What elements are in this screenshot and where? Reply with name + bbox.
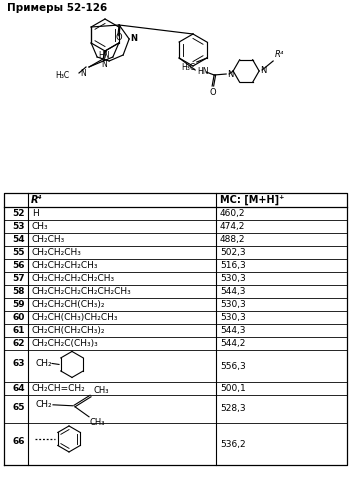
Text: HN: HN — [197, 66, 208, 75]
Text: CH₂CH₂CH₂CH₂CH₂CH₃: CH₂CH₂CH₂CH₂CH₂CH₃ — [32, 287, 132, 296]
Text: 530,3: 530,3 — [220, 313, 246, 322]
Text: H₃C: H₃C — [182, 63, 196, 72]
Text: 516,3: 516,3 — [220, 261, 246, 270]
Text: N: N — [227, 69, 233, 78]
Text: 528,3: 528,3 — [220, 405, 246, 414]
Text: 64: 64 — [12, 384, 25, 393]
Text: 460,2: 460,2 — [220, 209, 245, 218]
Text: MC: [M+H]⁺: MC: [M+H]⁺ — [220, 195, 284, 205]
Text: CH₂CH₂CH₃: CH₂CH₂CH₃ — [32, 248, 82, 257]
Text: HN: HN — [98, 50, 110, 59]
Text: O: O — [115, 33, 122, 42]
Text: 556,3: 556,3 — [220, 361, 246, 370]
Text: 55: 55 — [13, 248, 25, 257]
Text: CH₂CH=CH₂: CH₂CH=CH₂ — [32, 384, 86, 393]
Text: CH₂: CH₂ — [35, 359, 52, 368]
Text: 530,3: 530,3 — [220, 274, 246, 283]
Text: CH₂CH₂CH₂CH₂CH₃: CH₂CH₂CH₂CH₂CH₃ — [32, 274, 115, 283]
Text: 61: 61 — [13, 326, 25, 335]
Text: H: H — [32, 209, 39, 218]
Text: 544,3: 544,3 — [220, 287, 245, 296]
Text: R⁴: R⁴ — [275, 50, 284, 59]
Text: 59: 59 — [12, 300, 25, 309]
Text: 488,2: 488,2 — [220, 235, 245, 244]
Text: Примеры 52-126: Примеры 52-126 — [7, 3, 107, 13]
Text: 544,3: 544,3 — [220, 326, 245, 335]
Text: 62: 62 — [13, 339, 25, 348]
Text: 54: 54 — [12, 235, 25, 244]
Text: CH₂CH(CH₃)CH₂CH₃: CH₂CH(CH₃)CH₂CH₃ — [32, 313, 119, 322]
Text: 58: 58 — [13, 287, 25, 296]
Text: CH₃: CH₃ — [90, 418, 106, 427]
Text: CH₃: CH₃ — [32, 222, 49, 231]
Text: H₃C: H₃C — [55, 70, 69, 79]
Text: CH₂CH₃: CH₂CH₃ — [32, 235, 65, 244]
Text: 530,3: 530,3 — [220, 300, 246, 309]
Text: N: N — [130, 33, 137, 42]
Text: 57: 57 — [12, 274, 25, 283]
Text: 56: 56 — [13, 261, 25, 270]
Text: CH₂CH₂CH(CH₃)₂: CH₂CH₂CH(CH₃)₂ — [32, 300, 106, 309]
Text: CH₃: CH₃ — [93, 386, 108, 395]
Text: CH₂CH(CH₂CH₃)₂: CH₂CH(CH₂CH₃)₂ — [32, 326, 106, 335]
Text: 500,1: 500,1 — [220, 384, 246, 393]
Text: 66: 66 — [13, 438, 25, 447]
Text: N: N — [80, 69, 86, 78]
Text: CH₂: CH₂ — [35, 400, 52, 409]
Text: 544,2: 544,2 — [220, 339, 245, 348]
Text: 53: 53 — [13, 222, 25, 231]
Text: 474,2: 474,2 — [220, 222, 245, 231]
Text: N: N — [101, 60, 107, 69]
Text: 536,2: 536,2 — [220, 440, 246, 449]
Text: N: N — [260, 65, 266, 74]
Text: 63: 63 — [13, 359, 25, 368]
Text: 52: 52 — [13, 209, 25, 218]
Text: CH₂CH₂CH₂CH₃: CH₂CH₂CH₂CH₃ — [32, 261, 99, 270]
Text: 502,3: 502,3 — [220, 248, 246, 257]
Text: O: O — [209, 88, 216, 97]
Text: R⁴: R⁴ — [31, 195, 43, 205]
Text: CH₂CH₂C(CH₃)₃: CH₂CH₂C(CH₃)₃ — [32, 339, 99, 348]
Text: 65: 65 — [13, 403, 25, 412]
Text: 60: 60 — [13, 313, 25, 322]
